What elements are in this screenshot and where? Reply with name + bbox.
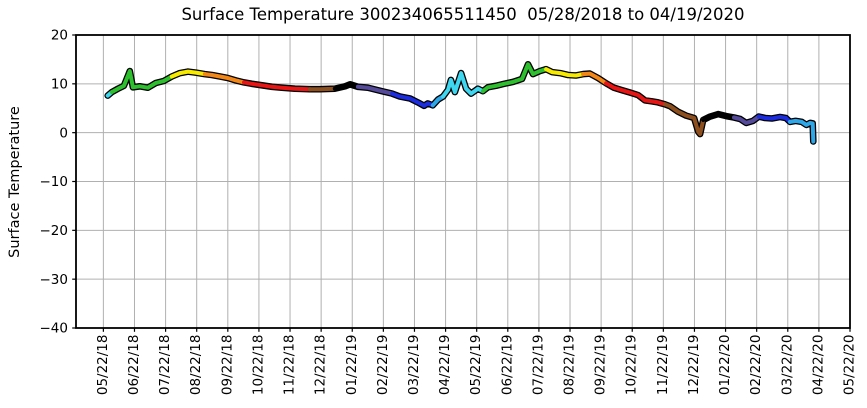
series-segment — [307, 86, 337, 92]
x-tick-label: 08/22/19 — [562, 335, 578, 396]
x-tick-label: 04/22/20 — [810, 335, 826, 396]
x-tick-label: 09/22/18 — [219, 335, 235, 396]
series-segment — [788, 118, 816, 144]
series-segment — [701, 112, 736, 122]
y-tick-label: −20 — [40, 223, 69, 239]
x-tick-label: 02/22/19 — [375, 335, 391, 396]
x-tick-label: 12/22/18 — [313, 335, 329, 396]
series-segment — [202, 72, 246, 85]
x-tick-label: 11/22/18 — [282, 335, 298, 396]
y-tick-label: 20 — [51, 28, 68, 44]
series-segment — [581, 71, 609, 86]
x-tick-label: 12/22/19 — [686, 335, 702, 396]
x-tick-label: 09/22/19 — [593, 335, 609, 396]
x-tick-label: 06/22/18 — [126, 335, 142, 396]
x-tick-label: 11/22/19 — [655, 335, 671, 396]
x-tick-label: 10/22/19 — [624, 335, 640, 396]
series-segment — [604, 81, 667, 107]
x-tick-label: 03/22/19 — [406, 335, 422, 396]
x-tick-label: 05/22/18 — [95, 335, 111, 396]
series-segment — [662, 102, 706, 137]
x-tick-label: 08/22/18 — [188, 335, 204, 396]
series-segment — [355, 84, 395, 96]
y-tick-label: −10 — [40, 174, 69, 190]
y-tick-label: −30 — [40, 272, 69, 288]
x-tick-label: 01/22/19 — [344, 335, 360, 396]
series-segment — [441, 71, 485, 99]
x-tick-label: 01/22/20 — [717, 335, 733, 396]
x-tick-label: 03/22/20 — [779, 335, 795, 396]
x-tick-label: 04/22/19 — [437, 335, 453, 396]
y-axis-label: Surface Temperature — [7, 106, 23, 258]
x-tick-label: 06/22/19 — [499, 335, 515, 396]
series-segment — [544, 67, 586, 78]
x-tick-label: 10/22/18 — [250, 335, 266, 396]
series-segment — [390, 91, 435, 108]
x-tick-label: 07/22/18 — [157, 335, 173, 396]
series-segment — [732, 114, 761, 125]
series-segment — [169, 69, 207, 79]
y-tick-label: 10 — [51, 77, 68, 93]
y-tick-label: −40 — [40, 321, 69, 337]
x-tick-label: 05/22/19 — [468, 335, 484, 396]
chart-title: Surface Temperature 300234065511450 05/2… — [181, 5, 745, 24]
series-segment — [756, 114, 792, 124]
x-tick-label: 07/22/19 — [530, 335, 546, 396]
series-segment — [242, 80, 312, 92]
y-tick-label: 0 — [59, 125, 68, 141]
series-segment — [109, 69, 174, 95]
x-tick-label: 05/22/20 — [842, 335, 858, 396]
series-segment — [480, 62, 549, 94]
series-segment — [332, 82, 360, 91]
x-tick-label: 02/22/20 — [748, 335, 764, 396]
